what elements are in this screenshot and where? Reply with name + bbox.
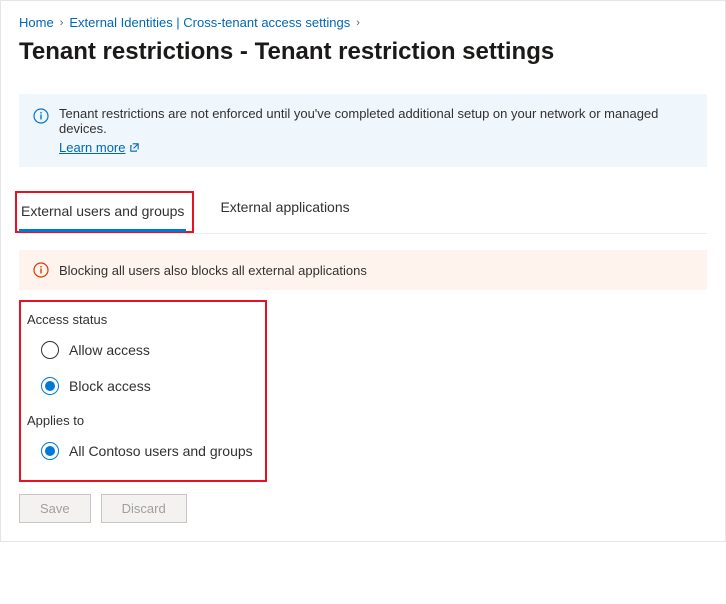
warning-banner: Blocking all users also blocks all exter… (19, 250, 707, 290)
save-button[interactable]: Save (19, 494, 91, 523)
discard-button[interactable]: Discard (101, 494, 187, 523)
access-status-heading: Access status (27, 312, 255, 327)
radio-icon (41, 341, 59, 359)
radio-icon (41, 377, 59, 395)
warning-text: Blocking all users also blocks all exter… (59, 263, 367, 278)
info-banner-body: Tenant restrictions are not enforced unt… (59, 106, 693, 155)
options-highlight-box: Access status Allow access Block access … (19, 300, 267, 482)
radio-label: All Contoso users and groups (69, 443, 253, 459)
breadcrumb: Home › External Identities | Cross-tenan… (19, 15, 707, 30)
breadcrumb-link-home[interactable]: Home (19, 15, 54, 30)
info-icon (33, 106, 49, 124)
breadcrumb-link-external-identities[interactable]: External Identities | Cross-tenant acces… (69, 15, 350, 30)
page-title: Tenant restrictions - Tenant restriction… (19, 38, 707, 66)
external-link-icon (129, 142, 140, 153)
footer-button-row: Save Discard (19, 494, 707, 523)
info-banner-text: Tenant restrictions are not enforced unt… (59, 106, 658, 136)
radio-label: Allow access (69, 342, 150, 358)
learn-more-label: Learn more (59, 140, 125, 155)
warning-icon (33, 262, 49, 278)
tab-external-applications[interactable]: External applications (218, 191, 351, 234)
tab-highlight-box: External users and groups (15, 191, 194, 233)
chevron-right-icon: › (60, 17, 64, 29)
tab-external-users-groups[interactable]: External users and groups (19, 195, 186, 232)
radio-allow-access[interactable]: Allow access (41, 341, 255, 359)
applies-to-heading: Applies to (27, 413, 255, 428)
info-banner: Tenant restrictions are not enforced unt… (19, 94, 707, 167)
learn-more-link[interactable]: Learn more (59, 140, 140, 155)
tab-bar: External users and groups External appli… (19, 191, 707, 234)
chevron-right-icon: › (356, 17, 360, 29)
page-root: Home › External Identities | Cross-tenan… (0, 0, 726, 542)
radio-icon (41, 442, 59, 460)
radio-block-access[interactable]: Block access (41, 377, 255, 395)
radio-label: Block access (69, 378, 151, 394)
radio-all-contoso-users[interactable]: All Contoso users and groups (41, 442, 255, 460)
